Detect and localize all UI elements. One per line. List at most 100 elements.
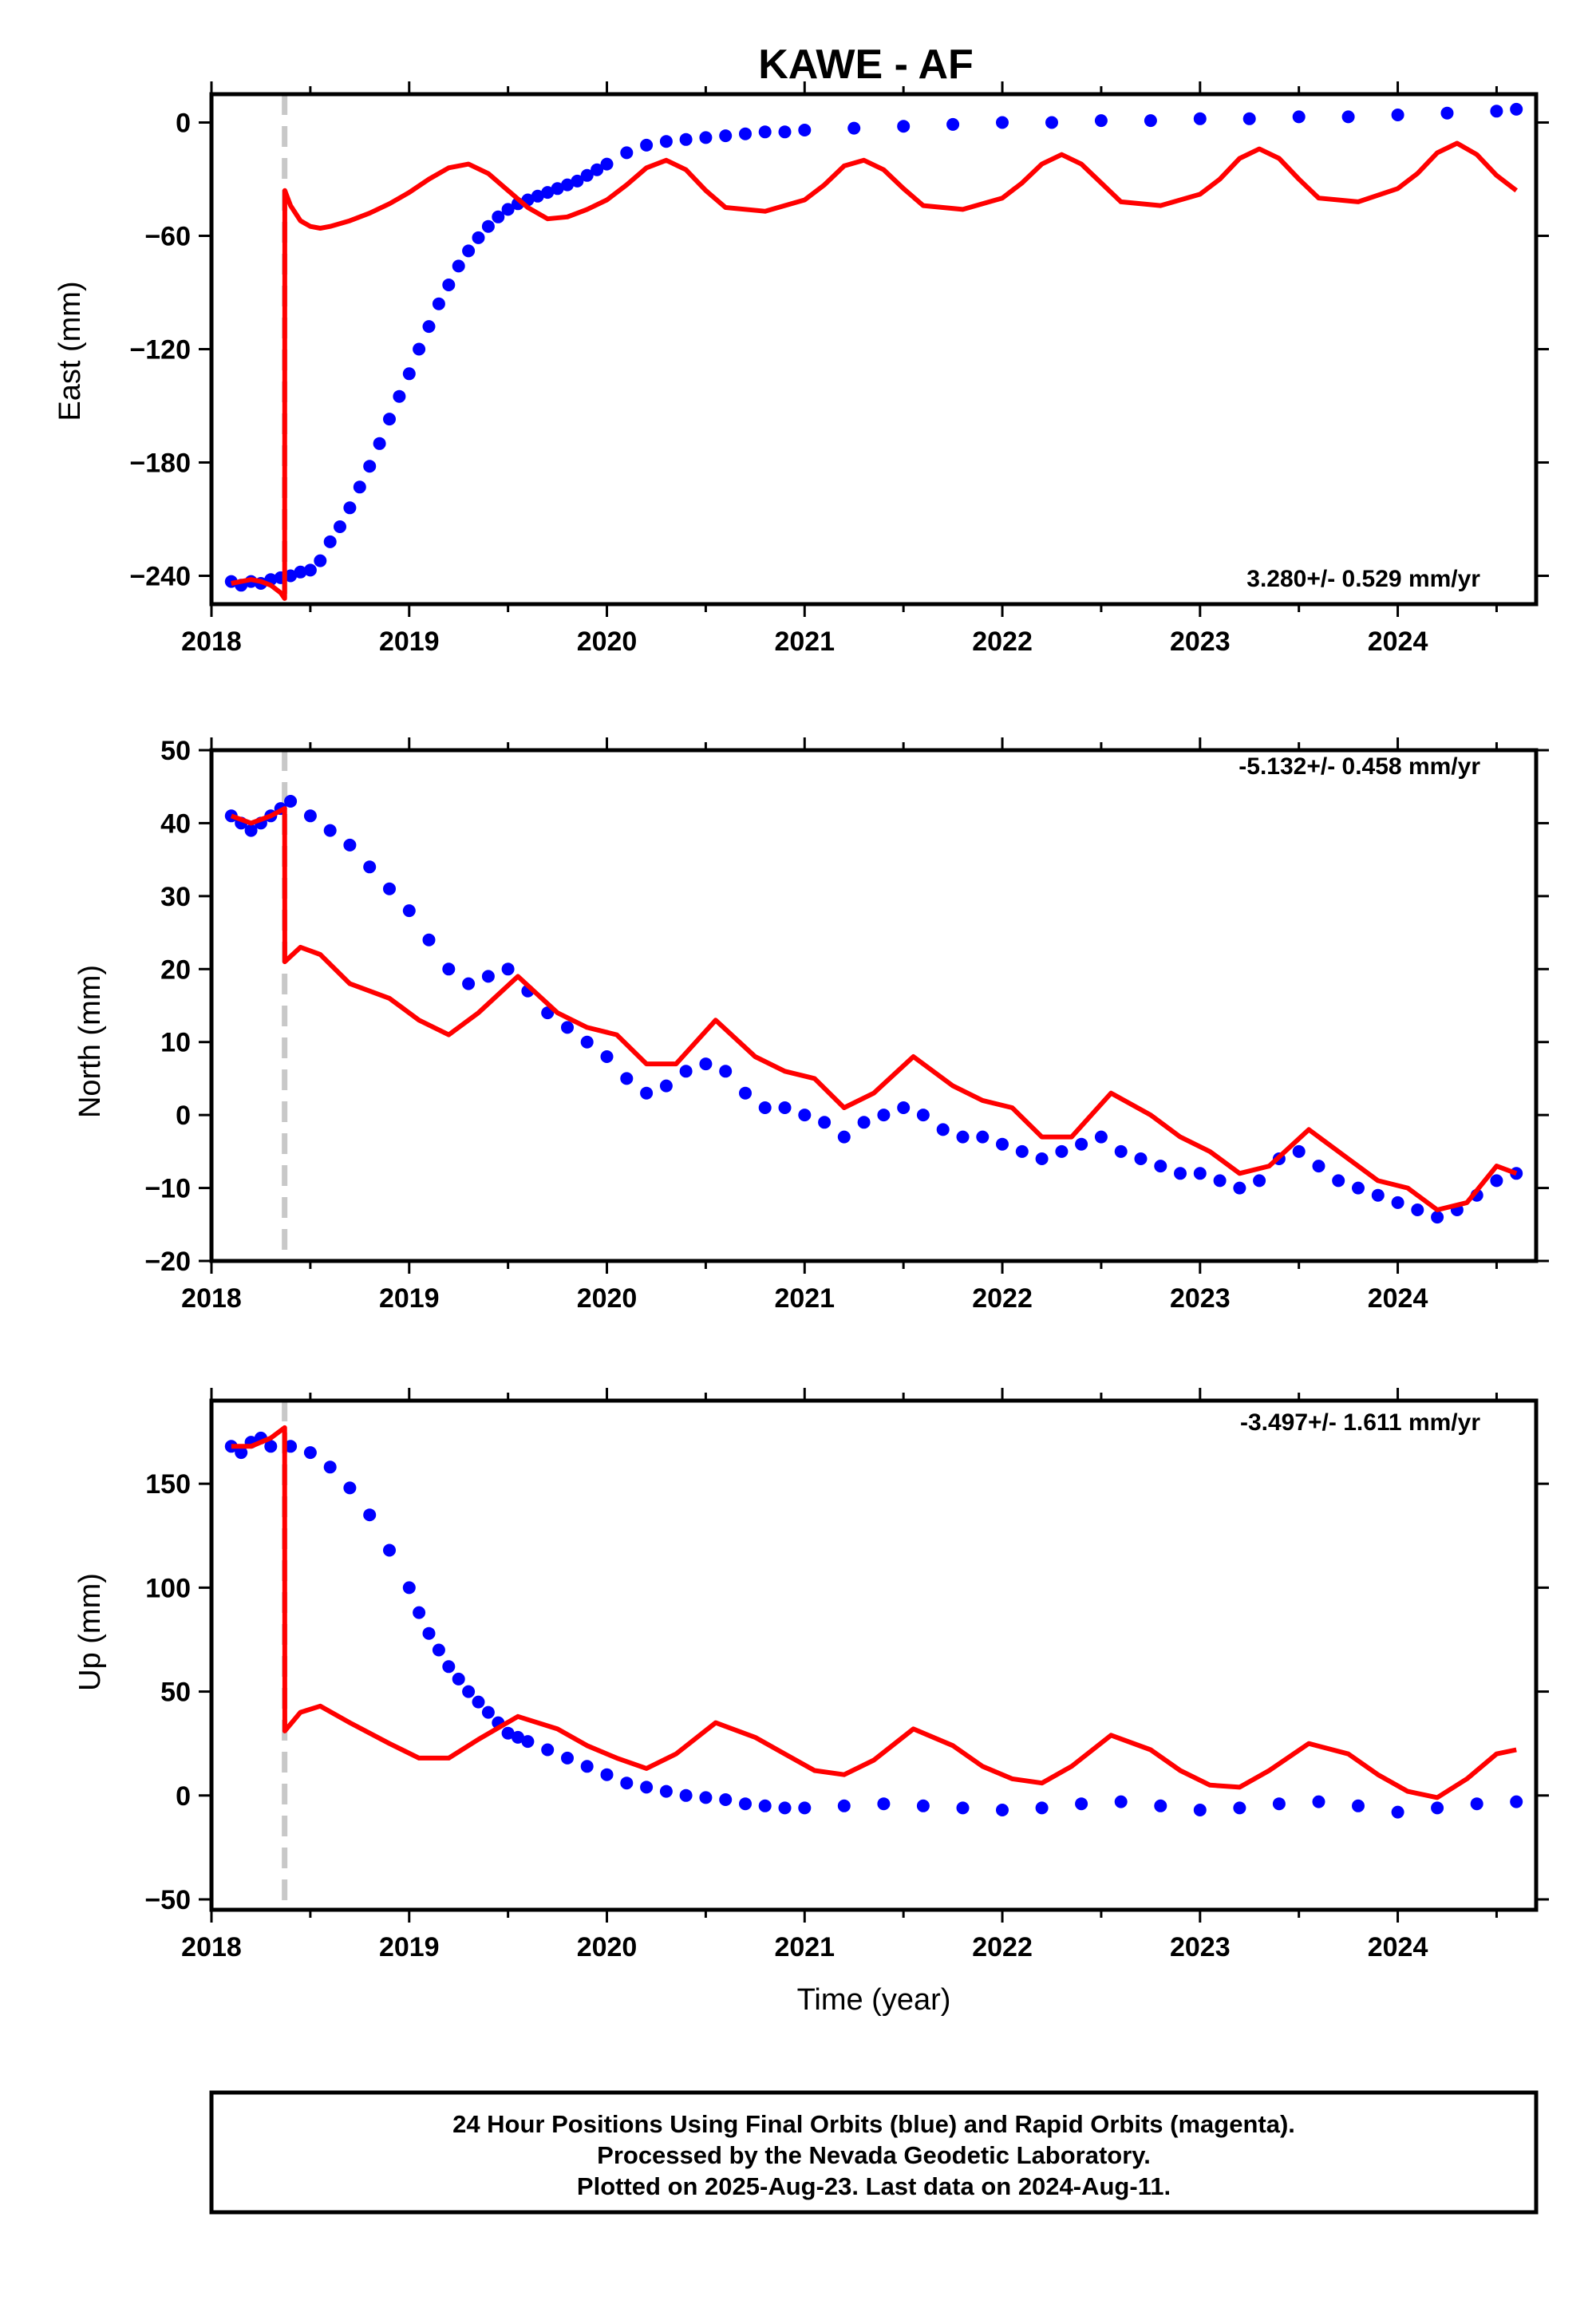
north-y-tick-label: −10 xyxy=(144,1174,191,1204)
north-y-tick-label: 30 xyxy=(160,882,191,912)
data-point xyxy=(600,1768,614,1781)
data-point xyxy=(422,933,436,947)
data-point xyxy=(1431,1801,1444,1815)
data-point xyxy=(402,1581,416,1595)
data-point xyxy=(659,135,673,148)
north-y-tick-label: 10 xyxy=(160,1028,191,1058)
data-point xyxy=(501,1726,515,1740)
data-point xyxy=(481,970,495,983)
data-point xyxy=(235,1446,248,1460)
data-point xyxy=(996,1137,1009,1151)
data-point xyxy=(264,1440,278,1453)
east-y-tick-label: −180 xyxy=(129,449,191,479)
up-x-tick-label: 2024 xyxy=(1368,1932,1428,1962)
data-point xyxy=(719,1793,733,1806)
data-point xyxy=(1352,1799,1365,1812)
data-point xyxy=(334,520,346,533)
east-x-tick-label: 2020 xyxy=(577,626,638,657)
data-point xyxy=(1075,1797,1088,1811)
north-model-curve xyxy=(230,806,1518,1212)
data-point xyxy=(1411,1203,1424,1216)
data-point xyxy=(1233,1181,1246,1195)
data-point xyxy=(847,121,861,135)
north-plot-area xyxy=(224,750,1523,1261)
data-point xyxy=(373,437,386,450)
north-y-tick-label: 50 xyxy=(160,736,191,766)
data-point xyxy=(383,882,396,895)
data-point xyxy=(284,1440,298,1453)
east-x-tick-label: 2022 xyxy=(972,626,1033,657)
east-y-tick-label: −120 xyxy=(129,335,191,366)
east-x-tick-label: 2021 xyxy=(774,626,835,657)
data-point xyxy=(798,1109,812,1122)
data-point xyxy=(1391,109,1404,121)
data-point xyxy=(1045,116,1058,129)
data-point xyxy=(481,219,495,233)
data-point xyxy=(1312,1160,1325,1173)
data-point xyxy=(481,1705,495,1719)
data-point xyxy=(343,838,357,852)
data-point xyxy=(1272,1797,1286,1811)
data-point xyxy=(413,1606,426,1619)
up-x-tick-label: 2023 xyxy=(1170,1932,1231,1962)
data-point xyxy=(580,1035,594,1049)
data-point xyxy=(1055,1144,1069,1158)
data-point xyxy=(1094,114,1108,128)
east-panel: East (mm) 3.280+/- 0.529 mm/yr 0 −60 −120 −… xyxy=(53,81,1549,657)
data-point xyxy=(462,1685,476,1698)
north-y-tick-label: 40 xyxy=(160,808,191,839)
data-point xyxy=(1312,1795,1325,1808)
up-plot-area xyxy=(224,1401,1523,1910)
data-point xyxy=(591,163,604,176)
data-point xyxy=(798,1801,812,1815)
data-point xyxy=(452,1672,465,1686)
data-point xyxy=(1242,112,1256,125)
data-point xyxy=(837,1799,851,1812)
up-panel: Up (mm) -3.497+/- 1.611 mm/yr Time (year… xyxy=(73,1388,1549,2017)
data-point xyxy=(1075,1137,1088,1151)
data-point xyxy=(699,131,713,144)
data-point xyxy=(561,178,574,192)
east-x-tick-label: 2019 xyxy=(379,626,440,657)
up-x-tick-label: 2019 xyxy=(379,1932,440,1962)
north-x-tick-label: 2020 xyxy=(577,1283,638,1314)
data-point xyxy=(314,554,327,567)
up-y-axis-label: Up (mm) xyxy=(73,1573,107,1691)
data-point xyxy=(244,824,258,837)
data-point xyxy=(1035,1152,1049,1165)
north-x-tick-label: 2018 xyxy=(181,1283,242,1314)
data-point xyxy=(472,1695,485,1709)
data-point xyxy=(303,563,317,577)
north-x-tick-label: 2019 xyxy=(379,1283,440,1314)
data-point xyxy=(857,1116,871,1129)
north-x-tick-label: 2024 xyxy=(1368,1283,1428,1314)
data-point xyxy=(897,120,911,133)
data-point xyxy=(758,1799,772,1812)
data-point xyxy=(916,1109,930,1122)
data-point xyxy=(1154,1799,1167,1812)
up-y-tick-label: 50 xyxy=(160,1678,191,1708)
data-point xyxy=(699,1057,713,1071)
data-point xyxy=(1490,1174,1503,1188)
data-point xyxy=(1510,102,1523,116)
east-x-tick-label: 2023 xyxy=(1170,626,1231,657)
data-point xyxy=(916,1799,930,1812)
data-point xyxy=(353,480,366,494)
data-point xyxy=(739,1086,752,1100)
data-point xyxy=(521,1735,535,1749)
data-point xyxy=(1193,1804,1207,1816)
up-rate-label: -3.497+/- 1.611 mm/yr xyxy=(1240,1409,1480,1436)
data-point xyxy=(541,1743,555,1757)
footer-frame xyxy=(209,2090,1539,2215)
east-y-tick-label: 0 xyxy=(176,109,191,139)
east-x-tick-label: 2018 xyxy=(181,626,242,657)
data-point xyxy=(541,186,555,200)
up-frame xyxy=(209,1398,1539,1912)
data-point xyxy=(580,1760,594,1773)
up-x-tick-label: 2021 xyxy=(774,1932,835,1962)
data-point xyxy=(620,1072,634,1085)
data-point xyxy=(798,124,812,136)
north-x-tick-label: 2022 xyxy=(972,1283,1033,1314)
data-point xyxy=(976,1130,990,1144)
data-point xyxy=(343,501,357,515)
